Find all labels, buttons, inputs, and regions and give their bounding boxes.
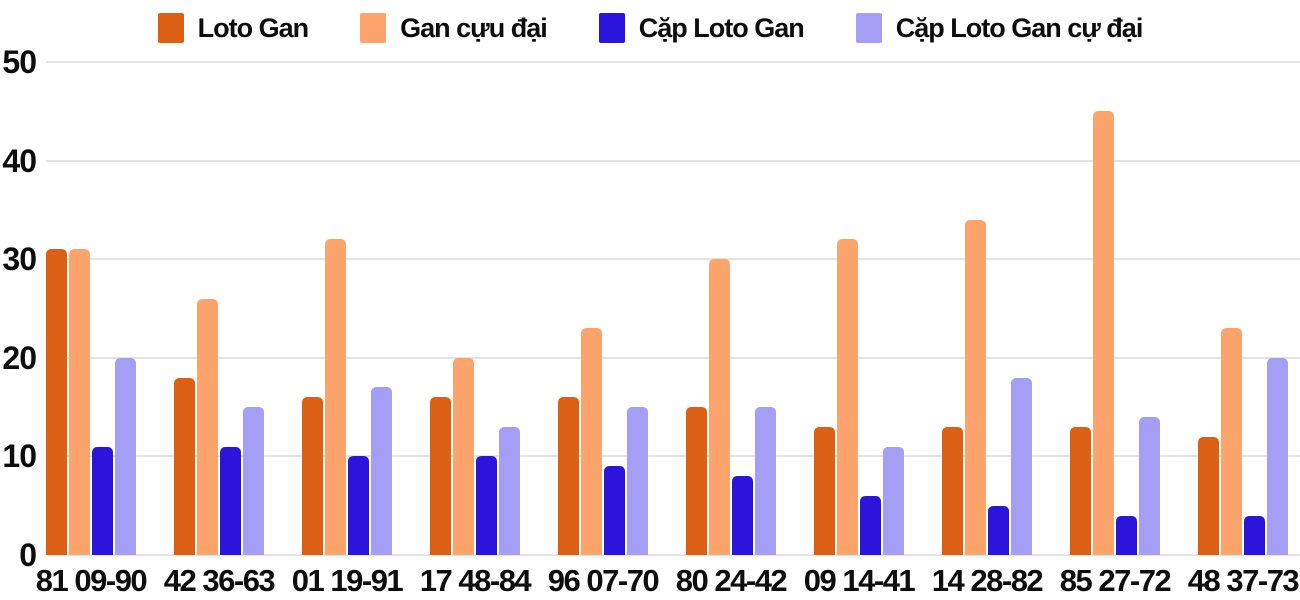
- x-axis-label: 42 36-63: [163, 563, 276, 598]
- bar: [243, 407, 264, 555]
- gridline-y40: [46, 159, 1300, 162]
- gridline-y50: [46, 61, 1300, 63]
- legend-item-1[interactable]: Gan cựu đại: [360, 12, 548, 44]
- bar: [581, 328, 602, 555]
- bar-group-09-14-41: [814, 62, 904, 555]
- x-axis-label: 81 09-90: [35, 563, 148, 598]
- bar: [837, 239, 858, 555]
- bar: [1244, 516, 1265, 555]
- bar: [46, 249, 67, 555]
- x-axis-label: 01 19-91: [291, 563, 404, 598]
- legend-label: Loto Gan: [197, 12, 309, 43]
- bar: [92, 447, 113, 555]
- y-axis-label: 0: [19, 537, 37, 573]
- bar: [709, 259, 730, 555]
- bar: [627, 407, 648, 555]
- bar: [1198, 437, 1219, 555]
- legend-label: Cặp Loto Gan cự đại: [895, 12, 1144, 43]
- bar: [1093, 111, 1114, 555]
- bar: [1011, 378, 1032, 555]
- bar-group-14-28-82: [942, 62, 1032, 555]
- bar: [348, 456, 369, 555]
- bar-group-96-07-70: [558, 62, 648, 555]
- gridline-y30: [46, 258, 1300, 261]
- gridline-y10: [46, 455, 1300, 458]
- bar-group-01-19-91: [302, 62, 392, 555]
- bar: [755, 407, 776, 555]
- bar: [988, 506, 1009, 555]
- bar: [174, 378, 195, 555]
- x-axis-label: 80 24-42: [675, 563, 788, 598]
- x-axis-label: 48 37-73: [1187, 563, 1300, 598]
- bar: [197, 299, 218, 555]
- bar: [965, 220, 986, 555]
- bar: [1139, 417, 1160, 555]
- plot-area: [46, 61, 1300, 556]
- x-axis-label: 09 14-41: [803, 563, 916, 598]
- bar-group-17-48-84: [430, 62, 520, 555]
- legend-swatch-icon: [855, 13, 882, 43]
- legend-label: Cặp Loto Gan: [638, 12, 805, 43]
- y-axis-label: 10: [2, 438, 37, 475]
- x-axis-label: 85 27-72: [1059, 563, 1172, 598]
- legend-swatch-icon: [598, 13, 625, 43]
- bar-group-81-09-90: [46, 62, 136, 555]
- bar: [115, 358, 136, 555]
- x-axis-label: 14 28-82: [931, 563, 1044, 598]
- bar: [499, 427, 520, 555]
- x-axis-label: 17 48-84: [419, 563, 532, 598]
- bar: [453, 358, 474, 555]
- bar: [732, 476, 753, 555]
- gridline-y20: [46, 356, 1300, 359]
- bar: [302, 397, 323, 555]
- legend-label: Gan cựu đại: [400, 12, 548, 43]
- legend-item-0[interactable]: Loto Gan: [157, 12, 309, 44]
- bar: [1070, 427, 1091, 555]
- bar: [325, 239, 346, 555]
- bar: [220, 447, 241, 555]
- y-axis-label: 20: [2, 339, 37, 376]
- bar: [1221, 328, 1242, 555]
- x-axis-label: 96 07-70: [547, 563, 660, 598]
- bar: [883, 447, 904, 555]
- bar: [430, 397, 451, 555]
- bar: [476, 456, 497, 555]
- bar-group-85-27-72: [1070, 62, 1160, 555]
- bar-group-42-36-63: [174, 62, 264, 555]
- y-axis-label: 30: [2, 241, 37, 278]
- bar: [814, 427, 835, 555]
- bar: [1116, 516, 1137, 555]
- bar: [69, 249, 90, 555]
- bar-group-48-37-73: [1198, 62, 1288, 555]
- bar: [860, 496, 881, 555]
- gridline-y0: [46, 554, 1300, 556]
- legend-swatch-icon: [360, 13, 387, 43]
- legend-item-2[interactable]: Cặp Loto Gan: [598, 12, 805, 44]
- bar: [686, 407, 707, 555]
- bar: [604, 466, 625, 555]
- legend-swatch-icon: [157, 13, 184, 43]
- legend-item-3[interactable]: Cặp Loto Gan cự đại: [855, 12, 1144, 44]
- y-axis-label: 40: [2, 142, 37, 179]
- bar: [558, 397, 579, 555]
- bar: [1267, 358, 1288, 555]
- y-axis-label: 50: [2, 44, 37, 80]
- chart-legend: Loto Gan Gan cựu đại Cặp Loto Gan Cặp Loto …: [0, 8, 1300, 48]
- bar-group-80-24-42: [686, 62, 776, 555]
- bar: [942, 427, 963, 555]
- bar: [371, 387, 392, 555]
